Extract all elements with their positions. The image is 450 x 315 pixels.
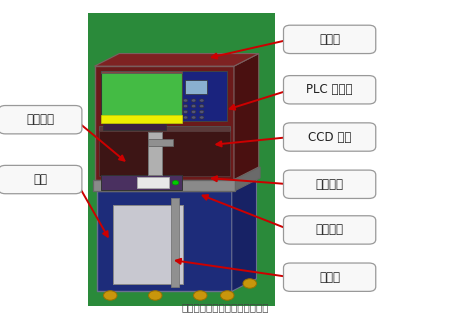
FancyBboxPatch shape (171, 198, 179, 287)
FancyBboxPatch shape (101, 175, 182, 190)
Polygon shape (94, 54, 259, 66)
Circle shape (243, 279, 256, 288)
Text: CCD 组件: CCD 组件 (308, 130, 351, 144)
Circle shape (199, 99, 204, 102)
FancyBboxPatch shape (88, 13, 274, 306)
Circle shape (172, 180, 179, 185)
FancyBboxPatch shape (148, 139, 173, 146)
Circle shape (183, 99, 188, 102)
FancyBboxPatch shape (284, 263, 376, 291)
FancyBboxPatch shape (182, 72, 227, 121)
FancyBboxPatch shape (284, 170, 376, 198)
Circle shape (191, 105, 196, 108)
Text: 机架: 机架 (33, 173, 47, 186)
Circle shape (183, 110, 188, 113)
Text: 线缆线色差异及综合电气测试仪: 线缆线色差异及综合电气测试仪 (181, 302, 269, 312)
FancyBboxPatch shape (284, 123, 376, 151)
Circle shape (191, 99, 196, 102)
Circle shape (199, 105, 204, 108)
Circle shape (194, 291, 207, 300)
Text: 测试治具: 测试治具 (315, 223, 344, 237)
Text: PLC 操作面: PLC 操作面 (306, 83, 353, 96)
Circle shape (191, 110, 196, 113)
FancyBboxPatch shape (101, 116, 182, 123)
Polygon shape (232, 178, 256, 291)
FancyBboxPatch shape (101, 71, 182, 123)
FancyBboxPatch shape (94, 66, 234, 180)
Circle shape (199, 116, 204, 119)
Circle shape (148, 291, 162, 300)
FancyBboxPatch shape (0, 165, 82, 194)
FancyBboxPatch shape (112, 205, 183, 284)
Text: 锁死装置: 锁死装置 (26, 113, 54, 126)
FancyBboxPatch shape (284, 216, 376, 244)
Polygon shape (235, 167, 260, 191)
Circle shape (183, 105, 188, 108)
Text: 电测机: 电测机 (319, 33, 340, 46)
FancyBboxPatch shape (0, 106, 82, 134)
FancyBboxPatch shape (99, 131, 230, 176)
FancyBboxPatch shape (148, 132, 162, 175)
Polygon shape (234, 54, 259, 180)
FancyBboxPatch shape (284, 25, 376, 54)
FancyBboxPatch shape (99, 126, 230, 132)
FancyBboxPatch shape (184, 80, 207, 94)
FancyBboxPatch shape (284, 76, 376, 104)
FancyBboxPatch shape (97, 191, 232, 291)
Polygon shape (97, 178, 256, 191)
Text: 电控箱: 电控箱 (319, 271, 340, 284)
Text: 打点装置: 打点装置 (315, 178, 344, 191)
Circle shape (199, 110, 204, 113)
FancyBboxPatch shape (101, 71, 182, 73)
Circle shape (183, 116, 188, 119)
FancyBboxPatch shape (137, 177, 169, 188)
Circle shape (104, 291, 117, 300)
Circle shape (191, 116, 196, 119)
Circle shape (220, 291, 234, 300)
FancyBboxPatch shape (93, 180, 235, 191)
FancyBboxPatch shape (104, 121, 166, 130)
